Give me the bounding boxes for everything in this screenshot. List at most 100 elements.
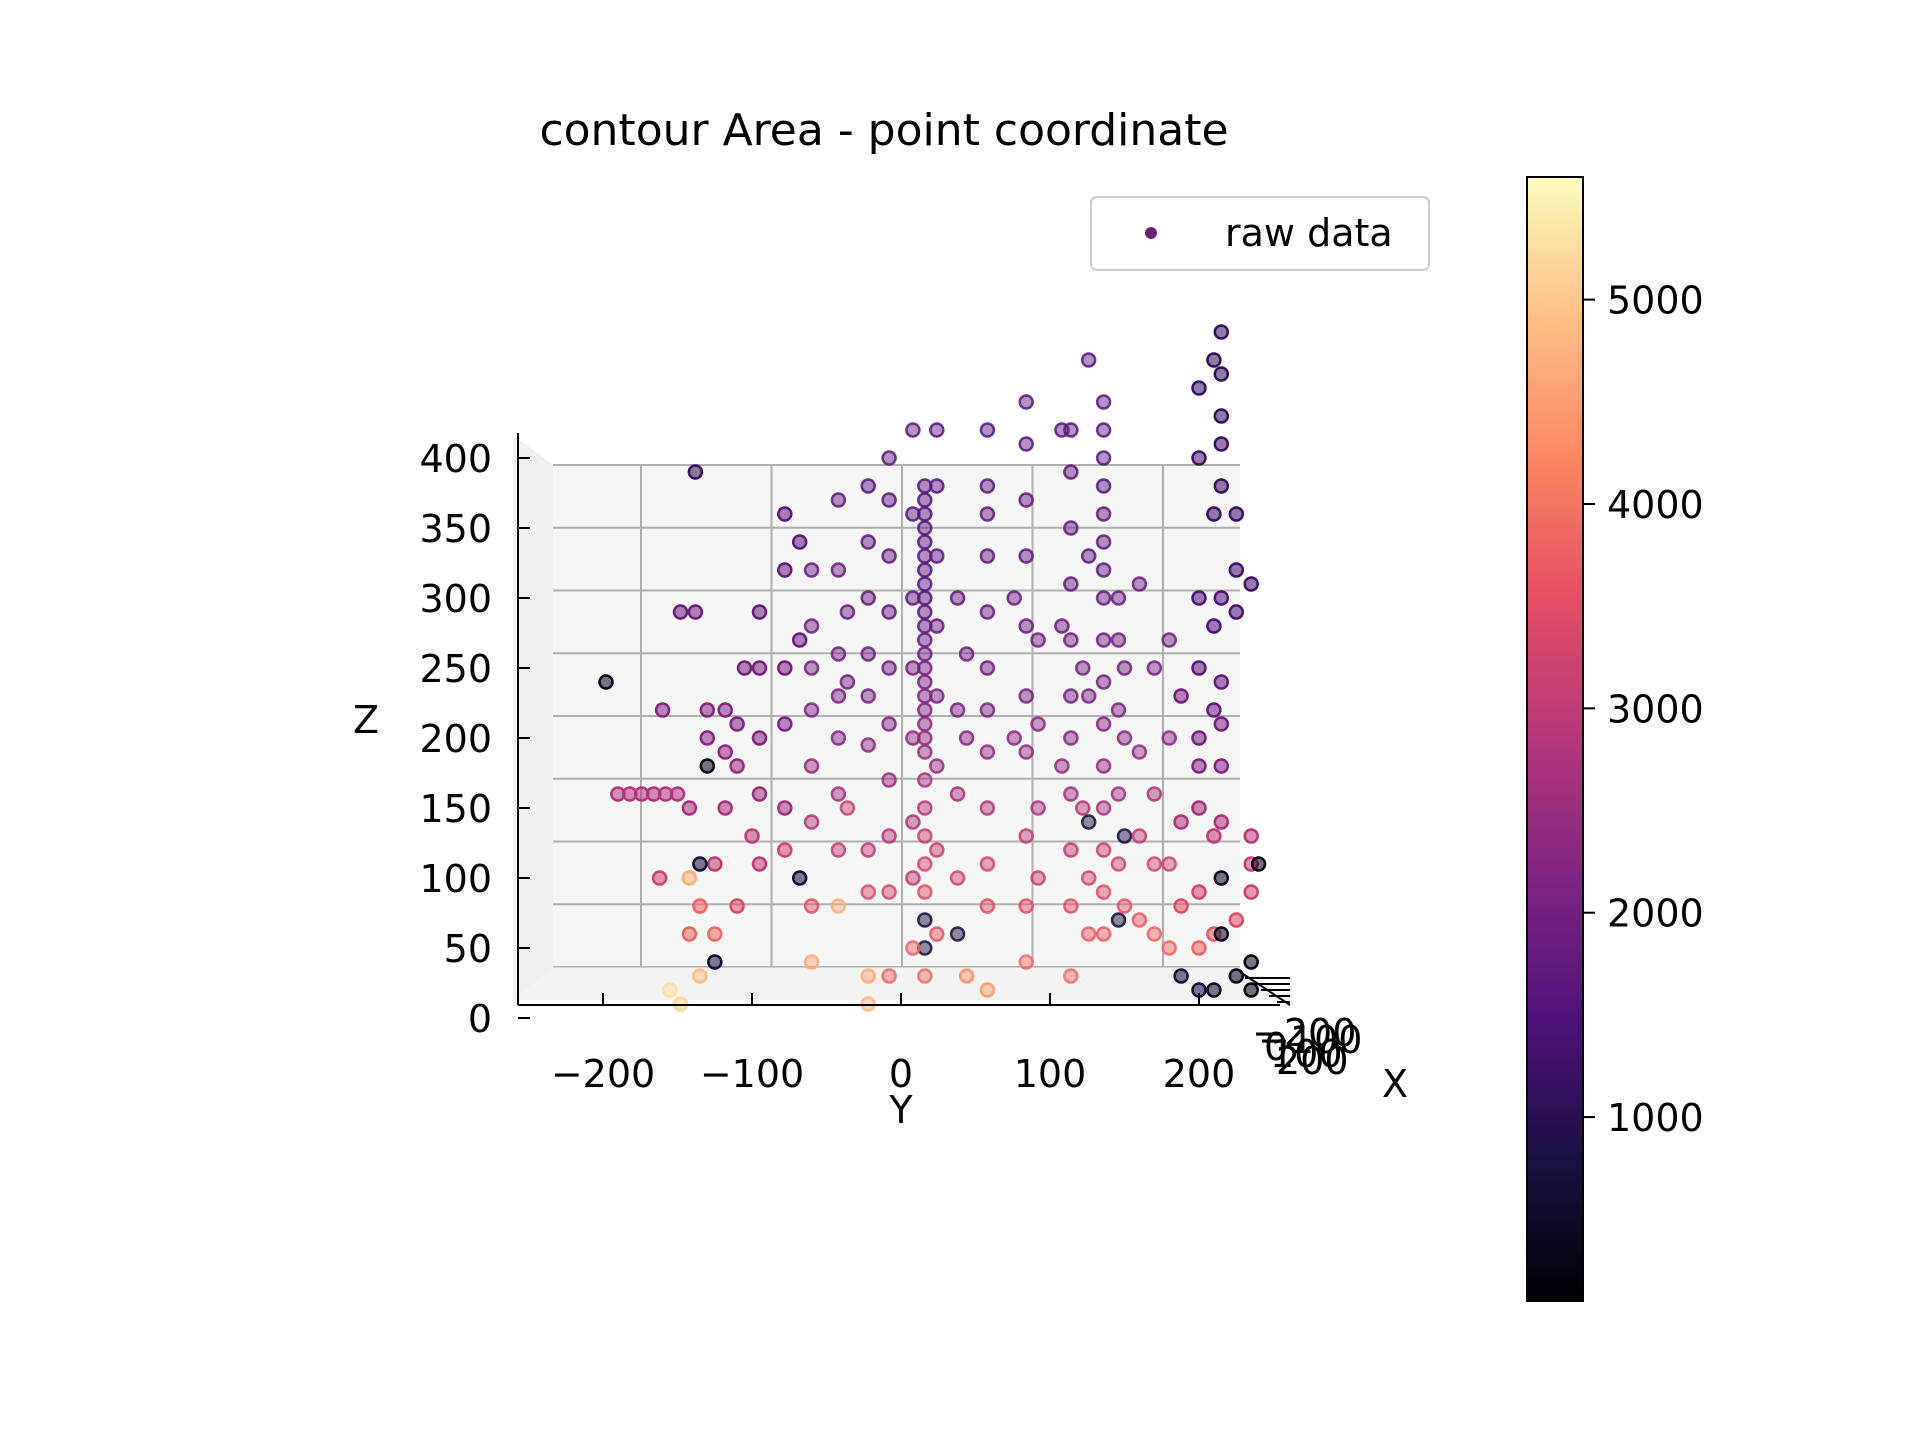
data-point: [905, 506, 921, 522]
data-point: [1131, 576, 1148, 592]
data-point: [1054, 422, 1070, 438]
data-point: [1228, 604, 1245, 620]
colorbar-tick-label: 3000: [1607, 687, 1704, 731]
y-axis-label: Y: [888, 1088, 913, 1132]
data-point: [803, 758, 820, 774]
colorbar-tick-label: 2000: [1607, 892, 1704, 936]
data-point: [1228, 562, 1245, 578]
data-point: [1206, 618, 1222, 634]
data-point: [860, 884, 876, 900]
data-point: [1018, 492, 1034, 508]
data-point: [949, 590, 966, 606]
data-point: [692, 968, 708, 984]
y-tick-label: −200: [551, 1052, 655, 1096]
data-point: [1030, 716, 1046, 732]
data-point: [1131, 828, 1148, 844]
z-axis-label: Z: [353, 698, 379, 742]
data-point: [881, 884, 897, 900]
data-point: [751, 660, 768, 676]
legend-marker: [1145, 227, 1157, 239]
side-pane: [513, 435, 553, 1000]
data-point: [751, 786, 768, 802]
data-point: [1018, 394, 1034, 410]
data-point: [917, 772, 933, 788]
data-point: [1006, 730, 1022, 746]
data-point: [669, 786, 686, 802]
data-point: [1095, 450, 1112, 466]
data-point: [777, 562, 793, 578]
data-point: [662, 982, 678, 998]
z-axis-ticks: 0 50 100 150 200 250 300 350 400: [419, 437, 530, 1041]
data-point: [1206, 702, 1222, 718]
data-point: [979, 548, 996, 564]
data-point: [1173, 688, 1189, 704]
data-point: [651, 870, 668, 886]
data-point: [1018, 954, 1034, 970]
data-point: [1173, 898, 1189, 914]
data-point: [917, 646, 933, 662]
data-point: [1018, 618, 1034, 634]
data-point: [1095, 674, 1112, 690]
data-point: [1213, 926, 1230, 942]
z-tick-label: 100: [419, 857, 492, 901]
data-point: [1131, 744, 1148, 760]
data-point: [672, 604, 689, 620]
data-point: [1213, 408, 1230, 424]
data-point: [1080, 352, 1097, 368]
colorbar-ticks: 1000 2000 3000 4000 5000: [1583, 279, 1704, 1140]
data-point: [979, 478, 996, 494]
data-point: [830, 492, 847, 508]
data-point: [598, 674, 614, 690]
data-point: [1206, 982, 1222, 998]
data-point: [803, 562, 820, 578]
data-point: [830, 730, 847, 746]
data-point: [917, 884, 933, 900]
data-point: [1018, 828, 1034, 844]
data-point: [681, 870, 698, 886]
data-point: [1146, 786, 1163, 802]
y-tick-label: −100: [700, 1052, 804, 1096]
data-point: [692, 856, 708, 872]
data-point: [1243, 954, 1259, 970]
data-point: [751, 730, 768, 746]
data-point: [751, 604, 768, 620]
data-point: [929, 618, 945, 634]
data-point: [917, 674, 933, 690]
data-point: [681, 800, 698, 816]
data-point: [979, 898, 996, 914]
data-point: [1116, 730, 1133, 746]
data-point: [777, 716, 793, 732]
data-point: [958, 730, 975, 746]
data-point: [979, 856, 996, 872]
data-point: [958, 646, 975, 662]
data-point: [1213, 716, 1230, 732]
data-point: [1054, 758, 1070, 774]
data-point: [830, 842, 847, 858]
data-point: [881, 828, 897, 844]
data-point: [707, 954, 723, 970]
data-point: [917, 702, 933, 718]
data-point: [707, 856, 723, 872]
data-point: [917, 576, 933, 592]
data-point: [905, 940, 921, 956]
data-point: [1110, 590, 1127, 606]
data-point: [917, 632, 933, 648]
data-point: [949, 702, 966, 718]
data-point: [1116, 898, 1133, 914]
data-point: [1075, 660, 1091, 676]
data-point: [881, 492, 897, 508]
data-point: [839, 674, 856, 690]
data-point: [1243, 982, 1259, 998]
data-point: [830, 898, 847, 914]
data-point: [1095, 422, 1112, 438]
data-point: [949, 870, 966, 886]
data-point: [1191, 800, 1207, 816]
data-point: [744, 828, 760, 844]
data-point: [1206, 352, 1222, 368]
data-point: [1146, 660, 1163, 676]
data-point: [1250, 856, 1267, 872]
data-point: [839, 604, 856, 620]
data-point: [1110, 632, 1127, 648]
